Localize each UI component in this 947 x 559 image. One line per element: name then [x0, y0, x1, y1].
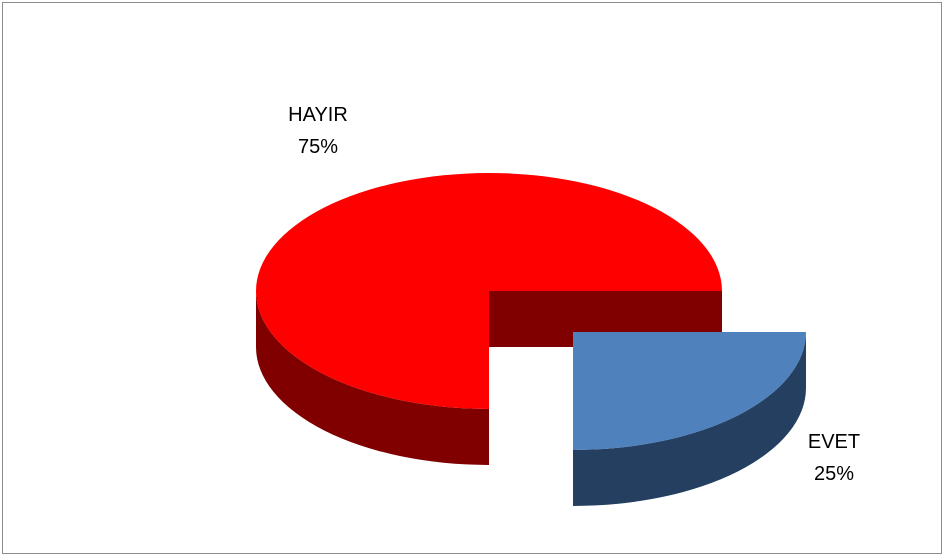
label-evet-name: EVET — [808, 431, 860, 453]
slice-evet — [573, 332, 806, 506]
label-hayir: HAYIR 75% — [288, 104, 348, 158]
label-hayir-percent: 75% — [298, 136, 338, 158]
label-hayir-name: HAYIR — [288, 104, 348, 126]
label-evet: EVET 25% — [808, 431, 860, 485]
slice-hayir-side — [256, 291, 489, 465]
slice-evet-side — [573, 332, 806, 506]
slice-evet-top — [573, 332, 806, 450]
label-evet-percent: 25% — [814, 463, 854, 485]
slice-hayir — [256, 173, 722, 465]
slice-hayir-top — [256, 173, 722, 409]
